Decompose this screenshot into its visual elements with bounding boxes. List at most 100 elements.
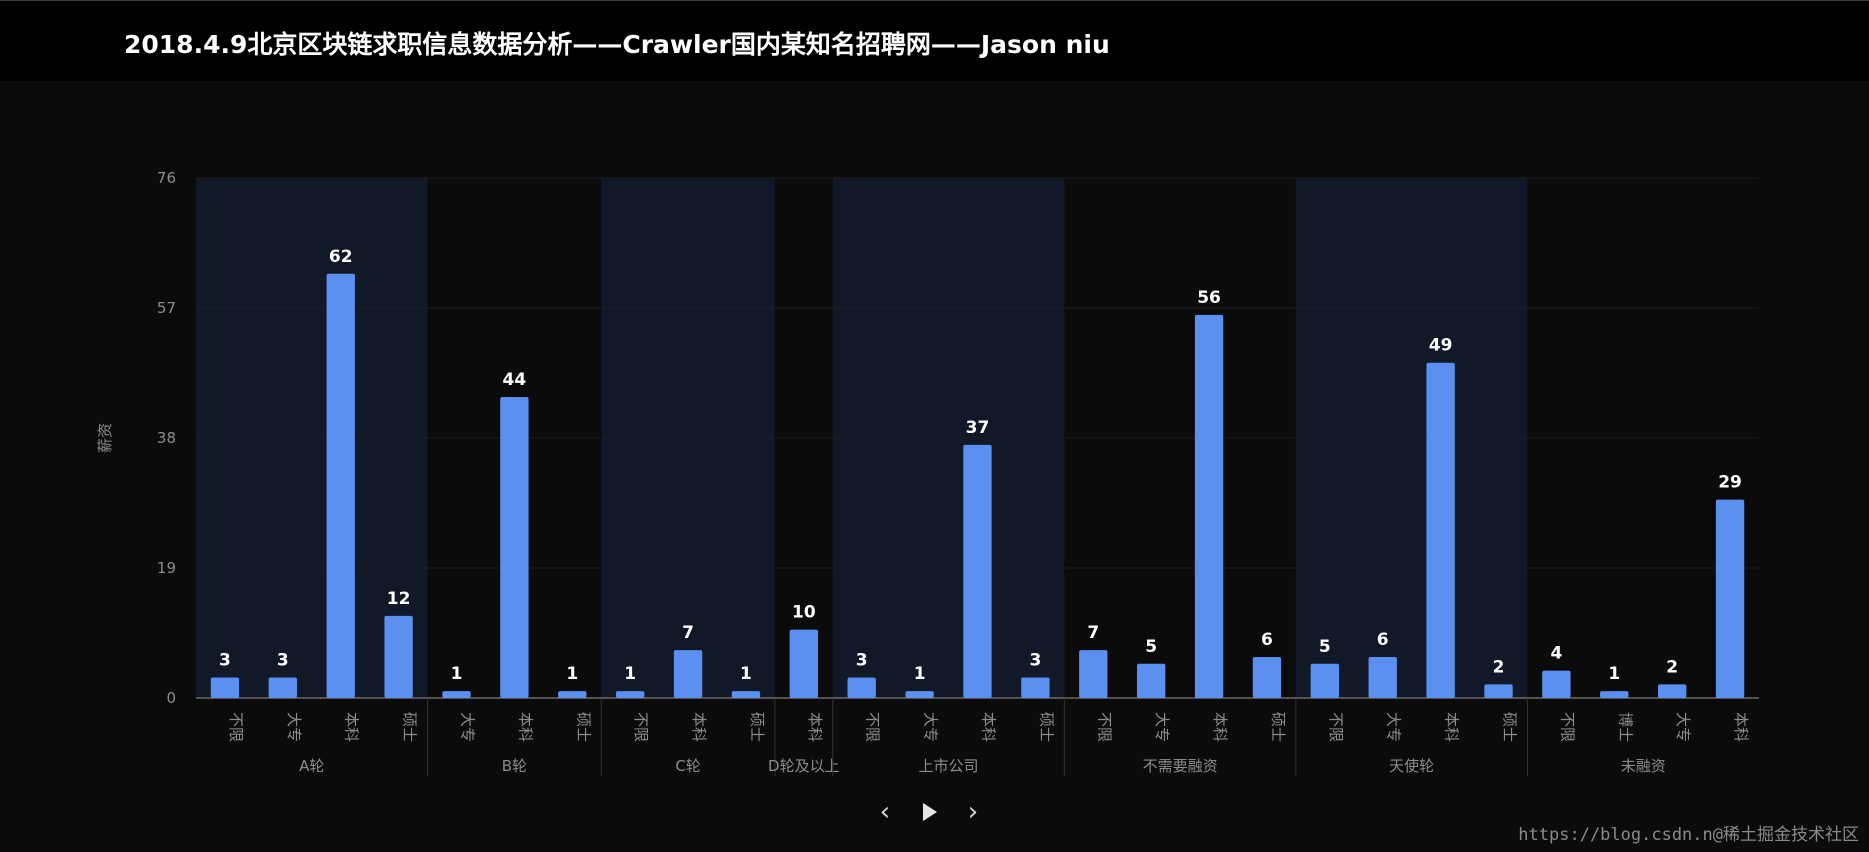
x-tick-label: 大专 xyxy=(285,712,303,742)
x-tick-label: 本科 xyxy=(1211,712,1229,742)
x-tick-label: 不限 xyxy=(1558,712,1576,742)
bar-value-label: 1 xyxy=(624,664,636,684)
bar[interactable] xyxy=(615,691,645,698)
group-label: 未融资 xyxy=(1621,757,1666,775)
playback-controls: ‹ › xyxy=(870,796,990,832)
bar-value-label: 44 xyxy=(503,370,527,390)
bar-value-label: 5 xyxy=(1319,637,1331,657)
y-tick-label: 57 xyxy=(157,299,176,317)
bar-value-label: 37 xyxy=(966,418,990,438)
x-tick-label: 硕士 xyxy=(1269,712,1287,742)
bar-value-label: 56 xyxy=(1197,288,1221,308)
bar-value-label: 2 xyxy=(1493,657,1505,677)
bar-value-label: 5 xyxy=(1145,637,1157,657)
x-tick-label: 大专 xyxy=(1674,712,1692,742)
x-tick-label: 本科 xyxy=(343,712,361,742)
play-icon-shape xyxy=(923,803,937,821)
x-tick-label: 硕士 xyxy=(1037,712,1055,742)
x-tick-label: 硕士 xyxy=(574,712,592,742)
x-tick-label: 大专 xyxy=(459,712,477,742)
x-tick-label: 不限 xyxy=(632,712,650,742)
x-tick-label: 博士 xyxy=(1616,712,1634,742)
group-label: 天使轮 xyxy=(1389,757,1434,775)
bar[interactable] xyxy=(963,444,992,698)
bar[interactable] xyxy=(1426,362,1455,698)
bar[interactable] xyxy=(268,677,298,698)
page-title: 2018.4.9北京区块链求职信息数据分析——Crawler国内某知名招聘网——… xyxy=(124,30,1110,59)
bar-value-label: 7 xyxy=(1087,623,1099,643)
group-label: D轮及以上 xyxy=(768,757,840,775)
bar[interactable] xyxy=(1368,656,1397,698)
title-bar: 2018.4.9北京区块链求职信息数据分析——Crawler国内某知名招聘网——… xyxy=(0,0,1869,81)
bar[interactable] xyxy=(1021,677,1050,698)
bar[interactable] xyxy=(442,691,471,698)
bar-value-label: 29 xyxy=(1718,473,1742,493)
chevron-left-icon[interactable]: ‹ xyxy=(879,797,891,827)
bar-value-label: 3 xyxy=(219,650,231,670)
y-tick-label: 76 xyxy=(157,169,176,187)
bar-value-label: 6 xyxy=(1261,630,1273,650)
bar[interactable] xyxy=(558,691,587,698)
bar-value-label: 3 xyxy=(277,650,289,670)
bar-value-label: 7 xyxy=(682,623,694,643)
play-icon[interactable] xyxy=(914,796,944,828)
bar[interactable] xyxy=(847,677,876,698)
chevron-right-icon[interactable]: › xyxy=(967,797,979,827)
x-tick-label: 大专 xyxy=(1153,712,1171,742)
bar-value-label: 62 xyxy=(329,247,353,267)
bar[interactable] xyxy=(1484,684,1513,698)
bar[interactable] xyxy=(731,691,761,698)
bar[interactable] xyxy=(500,396,529,698)
bar[interactable] xyxy=(1136,663,1166,698)
bar[interactable] xyxy=(1079,650,1108,698)
bar[interactable] xyxy=(789,629,819,698)
x-tick-label: 硕士 xyxy=(1501,712,1519,742)
x-tick-label: 本科 xyxy=(806,712,824,742)
group-label: C轮 xyxy=(675,757,700,775)
group-label: 上市公司 xyxy=(919,757,979,775)
bar-value-label: 4 xyxy=(1550,644,1562,664)
bar-value-label: 6 xyxy=(1377,630,1389,650)
y-tick-label: 38 xyxy=(157,429,176,447)
x-tick-label: 本科 xyxy=(980,712,998,742)
bar[interactable] xyxy=(1194,314,1224,698)
bar-value-label: 1 xyxy=(1608,664,1620,684)
bar[interactable] xyxy=(1542,670,1571,698)
x-tick-label: 不限 xyxy=(1095,712,1113,742)
x-tick-label: 硕士 xyxy=(748,712,766,742)
x-tick-label: 硕士 xyxy=(401,712,419,742)
bar-value-label: 10 xyxy=(792,603,816,623)
watermark: https://blog.csdn.n@稀土掘金技术社区 xyxy=(1518,825,1859,845)
group-label: A轮 xyxy=(299,757,324,775)
bar[interactable] xyxy=(673,650,703,698)
bar-value-label: 3 xyxy=(1029,650,1041,670)
bar-value-label: 1 xyxy=(740,664,752,684)
group-label: 不需要融资 xyxy=(1143,757,1218,775)
group-label: B轮 xyxy=(502,757,527,775)
bar[interactable] xyxy=(905,691,934,698)
bar[interactable] xyxy=(1600,691,1629,698)
bar-value-label: 1 xyxy=(914,664,926,684)
y-tick-label: 19 xyxy=(157,559,176,577)
x-tick-label: 本科 xyxy=(516,712,534,742)
bar[interactable] xyxy=(384,615,413,698)
x-tick-label: 本科 xyxy=(1732,712,1750,742)
x-tick-label: 大专 xyxy=(1385,712,1403,742)
x-tick-label: 大专 xyxy=(922,712,940,742)
bar[interactable] xyxy=(1657,684,1687,698)
bar[interactable] xyxy=(1715,499,1745,698)
bar[interactable] xyxy=(1252,656,1282,698)
bar-value-label: 1 xyxy=(566,664,578,684)
x-tick-label: 不限 xyxy=(864,712,882,742)
bar[interactable] xyxy=(1310,663,1340,698)
x-tick-label: 本科 xyxy=(1443,712,1461,742)
bar-value-label: 2 xyxy=(1666,657,1678,677)
bar-value-label: 3 xyxy=(856,650,868,670)
x-tick-label: 不限 xyxy=(227,712,245,742)
bar-value-label: 12 xyxy=(387,589,411,609)
bar[interactable] xyxy=(326,273,355,698)
bar[interactable] xyxy=(210,677,240,698)
x-tick-label: 不限 xyxy=(1327,712,1345,742)
x-tick-label: 本科 xyxy=(690,712,708,742)
